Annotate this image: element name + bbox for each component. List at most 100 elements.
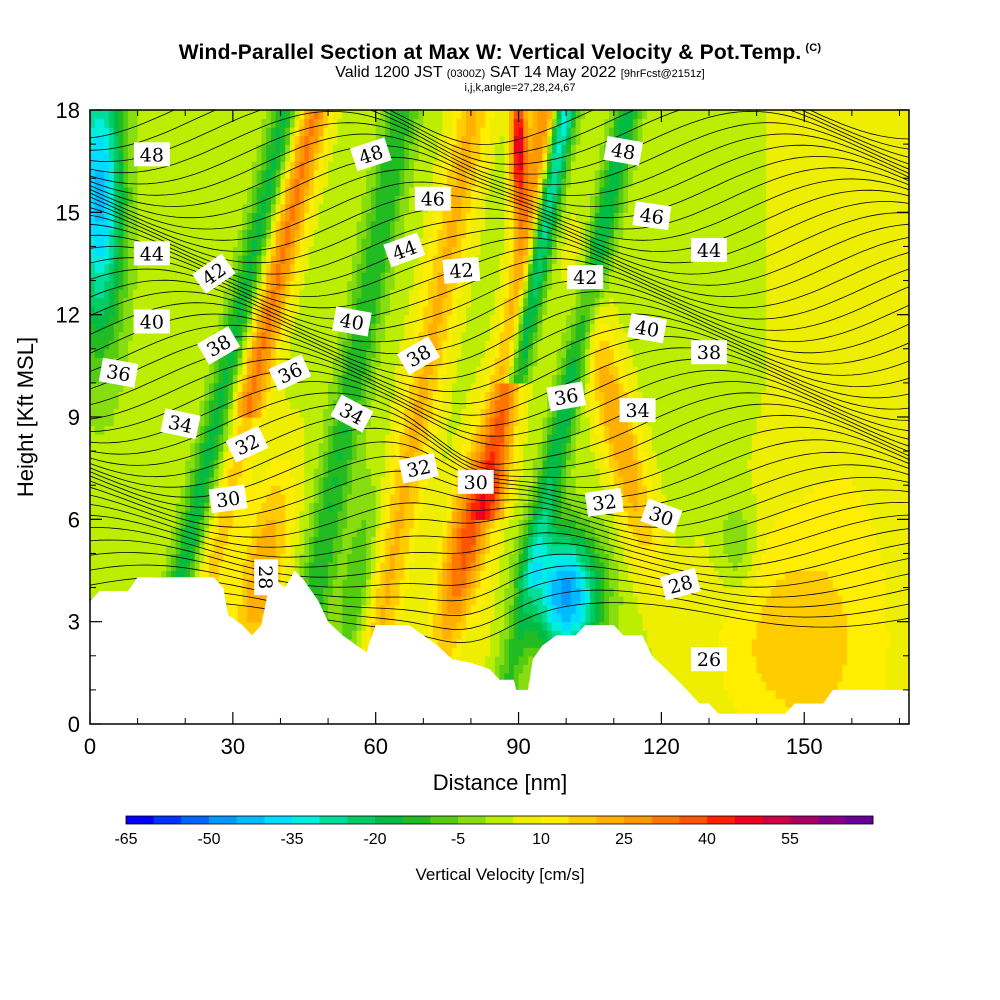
field-cell [99, 357, 105, 367]
field-cell [194, 229, 201, 239]
field-cell [289, 425, 296, 435]
field-cell [185, 536, 191, 546]
field-cell [104, 382, 110, 393]
field-cell [394, 331, 401, 341]
field-cell [170, 399, 177, 410]
field-cell [175, 127, 182, 137]
field-cell [199, 127, 205, 137]
field-cell [342, 536, 348, 546]
field-cell [223, 357, 229, 367]
field-cell [389, 510, 396, 520]
field-cell [289, 186, 296, 196]
field-cell [218, 434, 224, 444]
field-cell [299, 340, 305, 350]
field-cell [356, 561, 363, 572]
field-cell [309, 434, 315, 444]
field-cell [313, 365, 320, 375]
field-cell [166, 118, 172, 128]
field-cell [247, 604, 253, 614]
field-cell [280, 263, 286, 273]
field-cell [266, 536, 272, 546]
field-cell [332, 579, 339, 589]
field-cell [375, 254, 382, 265]
field-cell [204, 229, 210, 239]
field-cell [380, 417, 386, 427]
field-cell [147, 127, 153, 137]
field-cell [418, 561, 424, 572]
field-cell [204, 331, 210, 341]
field-cell [185, 195, 191, 205]
field-cell [289, 152, 296, 162]
field-cell [261, 485, 267, 495]
field-cell [404, 118, 410, 128]
field-cell [418, 621, 424, 631]
field-cell [209, 476, 215, 486]
field-cell [409, 144, 415, 154]
field-cell [228, 553, 234, 563]
field-cell [309, 280, 315, 290]
field-cell [189, 468, 196, 478]
field-cell [189, 254, 196, 265]
field-cell [261, 519, 267, 529]
field-cell [94, 570, 101, 580]
field-cell [375, 391, 382, 401]
field-cell [251, 476, 258, 486]
field-cell [356, 297, 363, 307]
field-cell [113, 306, 120, 316]
field-cell [394, 374, 401, 384]
field-cell [375, 178, 382, 188]
field-cell [90, 263, 96, 273]
field-cell [356, 382, 363, 393]
field-cell [309, 229, 315, 239]
field-cell [137, 229, 143, 239]
field-cell [266, 417, 272, 427]
field-cell [94, 254, 101, 265]
field-cell [232, 237, 239, 248]
field-cell [304, 442, 310, 452]
field-cell [90, 502, 96, 512]
field-cell [118, 536, 124, 546]
field-cell [356, 331, 363, 341]
field-cell [380, 237, 386, 248]
field-cell [375, 331, 382, 341]
field-cell [99, 203, 105, 213]
field-cell [261, 399, 267, 410]
field-cell [299, 561, 305, 572]
field-cell [94, 152, 101, 162]
field-cell [194, 237, 201, 248]
field-cell [109, 289, 115, 299]
field-cell [413, 272, 420, 282]
field-cell [342, 254, 348, 265]
field-cell [199, 203, 205, 213]
field-cell [118, 306, 124, 316]
field-cell [261, 280, 267, 290]
field-cell [409, 289, 415, 299]
field-cell [118, 254, 124, 265]
field-cell [194, 348, 201, 358]
field-cell [275, 331, 282, 341]
field-cell [99, 289, 105, 299]
field-cell [399, 152, 405, 162]
field-cell [204, 246, 210, 256]
field-cell [170, 442, 177, 452]
field-cell [313, 340, 320, 350]
field-cell [128, 493, 134, 503]
field-cell [418, 570, 424, 580]
field-cell [247, 417, 253, 427]
field-cell [123, 502, 129, 512]
field-cell [247, 468, 253, 478]
field-cell [413, 297, 420, 307]
field-cell [123, 570, 129, 580]
field-cell [266, 365, 272, 375]
field-cell [99, 348, 105, 358]
field-cell [304, 152, 310, 162]
field-cell [90, 110, 96, 120]
field-cell [180, 348, 186, 358]
field-cell [94, 314, 101, 324]
field-cell [156, 434, 163, 444]
field-cell [394, 289, 401, 299]
field-cell [280, 348, 286, 358]
field-cell [109, 178, 115, 188]
field-cell [332, 493, 339, 503]
field-cell [147, 425, 153, 435]
